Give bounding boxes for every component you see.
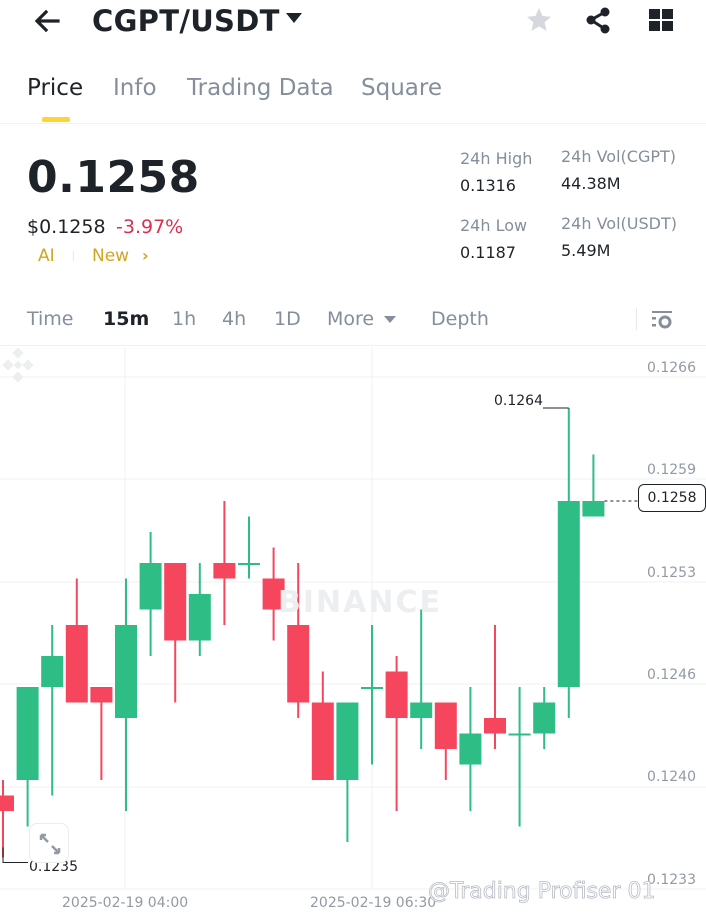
- y-tick: 0.1240: [647, 769, 696, 785]
- ai-tag[interactable]: AI: [38, 246, 55, 266]
- tab-trading-data[interactable]: Trading Data: [187, 75, 334, 101]
- last-price: 0.1258: [27, 152, 200, 203]
- chevron-right-icon[interactable]: ›: [142, 246, 149, 265]
- stat-low-label: 24h Low: [460, 216, 528, 235]
- current-price-tag: 0.1258: [638, 484, 706, 512]
- interval-time[interactable]: Time: [27, 308, 74, 330]
- candlestick-chart[interactable]: BINANCE 0.1266 0.1259 0.1253 0.1246 0.12…: [0, 347, 706, 915]
- interval-more[interactable]: More: [327, 308, 375, 330]
- low-marker-label: 0.1235: [29, 859, 78, 875]
- stat-high-value: 0.1316: [460, 176, 516, 195]
- interval-1d[interactable]: 1D: [274, 308, 301, 330]
- interval-15m[interactable]: 15m: [103, 308, 150, 330]
- active-tab-indicator: [42, 117, 70, 122]
- binance-logo-icon: [2, 347, 34, 383]
- interval-bar: Time 15m 1h 4h 1D More Depth: [0, 296, 706, 346]
- stat-high-label: 24h High: [460, 149, 533, 168]
- star-icon[interactable]: [524, 5, 554, 35]
- caret-down-icon[interactable]: [286, 13, 302, 23]
- watermark: BINANCE: [278, 585, 442, 620]
- share-icon[interactable]: [583, 5, 613, 35]
- top-bar: CGPT/USDT: [0, 0, 706, 46]
- caret-down-icon[interactable]: [384, 316, 396, 323]
- interval-depth[interactable]: Depth: [431, 308, 489, 330]
- tab-price[interactable]: Price: [27, 75, 84, 101]
- divider: [636, 308, 637, 330]
- grid-icon[interactable]: [646, 5, 676, 35]
- x-tick: 2025-02-19 04:00: [62, 895, 189, 911]
- tab-square[interactable]: Square: [361, 75, 442, 101]
- stat-vol-quote-label: 24h Vol(USDT): [561, 214, 677, 233]
- stat-vol-base-value: 44.38M: [561, 174, 621, 193]
- y-tick: 0.1259: [647, 462, 696, 478]
- chart-canvas[interactable]: [0, 347, 706, 915]
- y-tick: 0.1253: [647, 565, 696, 581]
- tab-info[interactable]: Info: [113, 75, 157, 101]
- new-tag[interactable]: New: [92, 246, 130, 266]
- fullscreen-button[interactable]: [29, 823, 69, 863]
- stat-low-value: 0.1187: [460, 243, 516, 262]
- stat-vol-base-label: 24h Vol(CGPT): [561, 147, 676, 166]
- back-arrow-icon[interactable]: [30, 4, 64, 38]
- usd-price: $0.1258: [27, 216, 106, 238]
- main-tabs: Price Info Trading Data Square: [0, 72, 706, 124]
- high-marker-label: 0.1264: [494, 393, 543, 409]
- pair-title[interactable]: CGPT/USDT: [92, 4, 280, 38]
- y-tick: 0.1266: [647, 360, 696, 376]
- interval-1h[interactable]: 1h: [172, 308, 197, 330]
- credit-watermark: @Trading Profiser 01: [428, 879, 656, 905]
- y-tick: 0.1246: [647, 667, 696, 683]
- interval-4h[interactable]: 4h: [222, 308, 247, 330]
- x-tick: 2025-02-19 06:30: [310, 895, 437, 911]
- expand-icon: [39, 833, 61, 855]
- chart-settings-icon[interactable]: [650, 308, 674, 332]
- tag-divider: [73, 251, 74, 261]
- y-tick: 0.1233: [647, 872, 696, 888]
- change-percent: -3.97%: [116, 216, 184, 238]
- stat-vol-quote-value: 5.49M: [561, 241, 611, 260]
